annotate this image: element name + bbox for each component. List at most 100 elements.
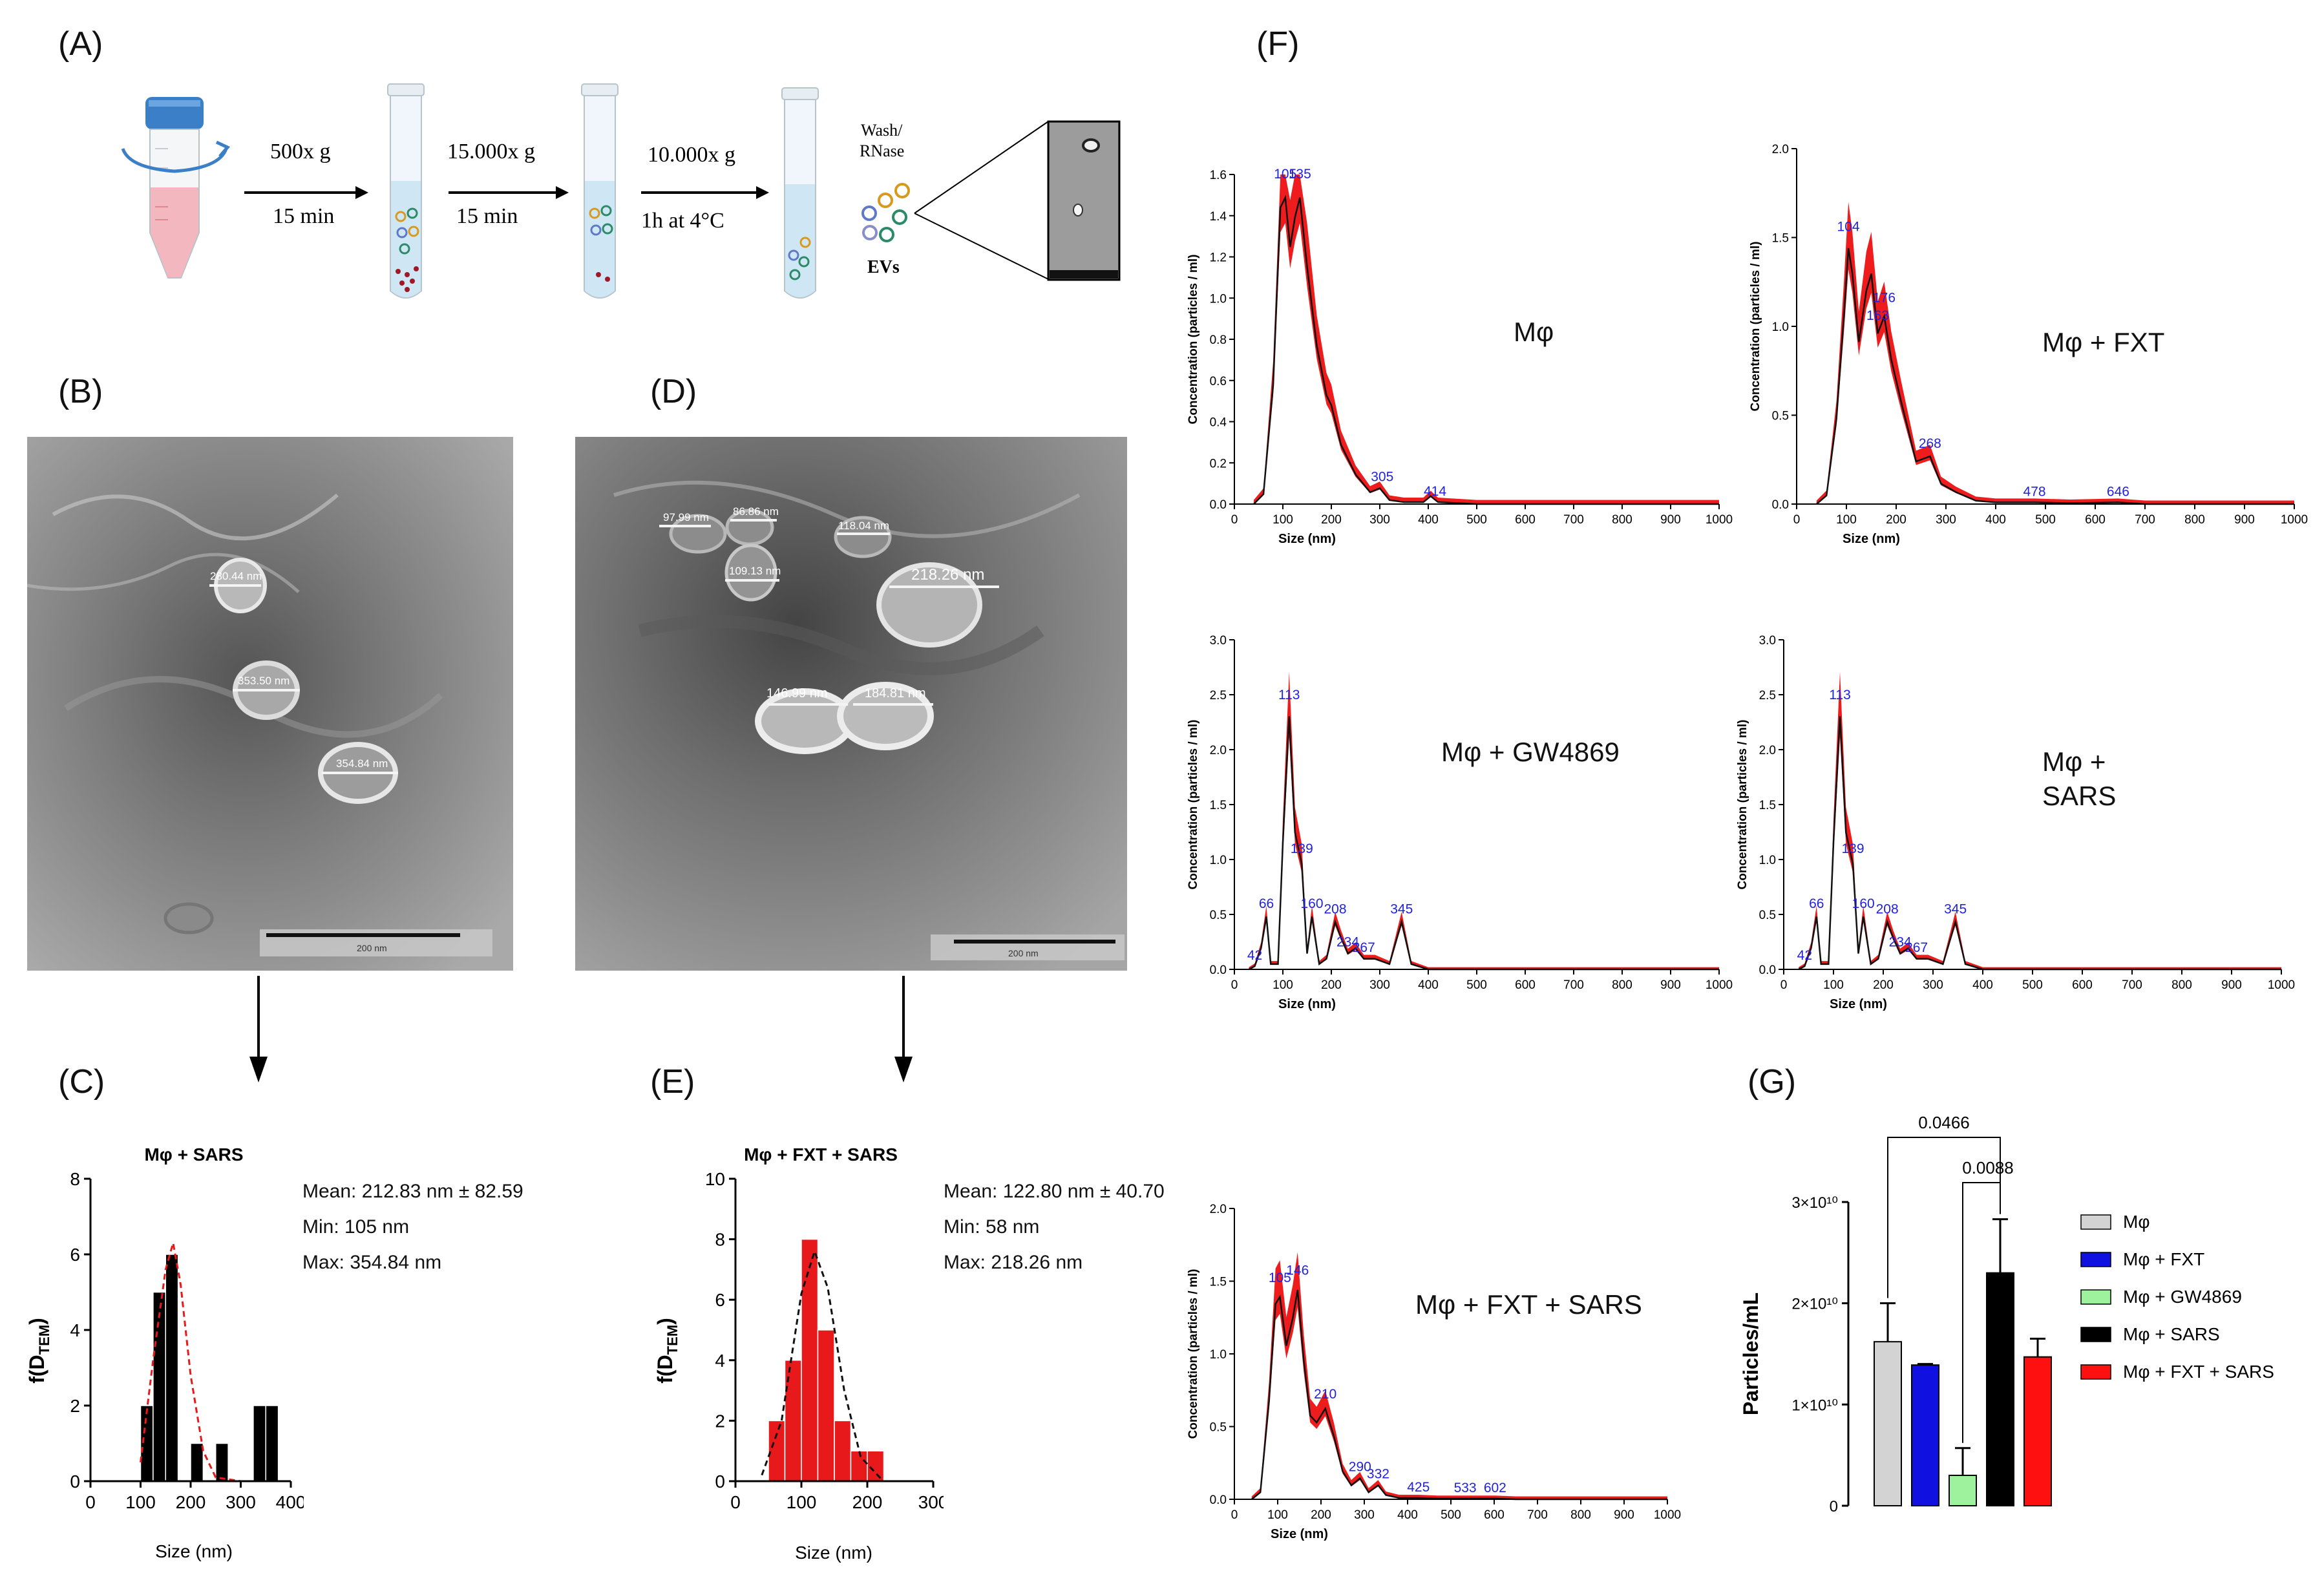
peak-label: 425: [1407, 1480, 1430, 1495]
nta-title-sars-1: Mφ +: [2042, 746, 2106, 777]
peak-label: 113: [1829, 688, 1850, 702]
x-tick-label: 400: [276, 1492, 304, 1512]
x-tick-label: 800: [2171, 978, 2192, 992]
tem-b-label-2: 353.50 nm: [238, 675, 290, 687]
x-tick-label: 500: [2022, 978, 2043, 992]
peak-label: 139: [1291, 841, 1313, 856]
peak-label: 602: [1484, 1481, 1506, 1495]
y-axis-label: Concentration (particles / ml): [1187, 255, 1200, 425]
y-tick-label: 0.5: [1210, 909, 1227, 922]
nta-title-fxt: Mφ + FXT: [2042, 327, 2165, 357]
y-tick-label: 0: [715, 1471, 725, 1492]
ev-cluster-icon: [861, 183, 910, 242]
nta-chart-fxt: 0 100 200 300 400 500 600 700 800 900 1000 0.0 0.5 1.…: [1749, 143, 2308, 546]
x-tick-label: 900: [2234, 513, 2255, 527]
y-tick-label: 2.0: [1210, 1203, 1227, 1216]
peak-label: 646: [2107, 484, 2129, 499]
y-tick-label: 4: [70, 1320, 80, 1340]
legend-swatch: [2080, 1364, 2111, 1380]
x-tick-label: 200: [1321, 978, 1342, 992]
legend-label: Mφ: [2123, 1212, 2150, 1232]
y-tick-label: 0.0: [1759, 964, 1776, 977]
y-tick-label: 2.0: [1759, 744, 1776, 757]
y-tick-label: 0.5: [1210, 1421, 1227, 1435]
x-tick-label: 600: [1515, 978, 1536, 992]
mean-line: [1815, 248, 2294, 505]
tem-d-line-3: [837, 533, 890, 535]
nta-title-sars-2: SARS: [2042, 781, 2117, 811]
x-tick-label: 300: [226, 1492, 256, 1512]
x-tick-label: 300: [1354, 1508, 1375, 1522]
y-tick-label: 1.5: [1759, 799, 1776, 812]
y-tick-label: 0.0: [1210, 964, 1227, 977]
peak-label: 478: [2023, 484, 2046, 499]
hist-e-mean: Mean: 122.80 nm ± 40.70: [944, 1181, 1165, 1202]
error-band: [1254, 174, 1719, 504]
x-tick-label: 100: [1823, 978, 1844, 992]
tem-image-d: 200 nm 97.99 nm 86.86 nm 118.04 nm 109.1…: [575, 437, 1127, 971]
y-tick-label: 4: [715, 1351, 725, 1371]
y-tick-label: 1.0: [1210, 854, 1227, 867]
x-tick-label: 200: [1886, 513, 1907, 527]
panel-label-f: (F): [1256, 25, 1300, 63]
legend-swatch: [2080, 1327, 2111, 1342]
peak-label: 234: [1889, 935, 1912, 950]
tem-d-line-4: [725, 579, 779, 582]
peak-label: 66: [1809, 896, 1824, 911]
peak-label: 208: [1876, 902, 1899, 917]
centrifuge-tube-icon: [121, 97, 231, 279]
tem-b-label-3: 354.84 nm: [336, 757, 388, 770]
hist-e-ylabel: f(DTEM): [653, 1318, 681, 1384]
y-tick-label: 3.0: [1759, 634, 1776, 648]
peak-label: 176: [1873, 291, 1896, 306]
nta-title-mphi: Mφ: [1514, 317, 1554, 347]
panel-label-e: (E): [650, 1063, 695, 1101]
x-tick-label: 100: [1836, 513, 1857, 527]
histogram-bar: [850, 1450, 868, 1482]
peak-label: 345: [1390, 902, 1413, 917]
x-tick-label: 300: [1923, 978, 1943, 992]
peak-label: 163: [1866, 308, 1889, 323]
nta-chart-gw4869: 0 100 200 300 400 500 600 700 800 900 1000 0.0 0.5 1.…: [1187, 634, 1733, 1011]
histogram-bar: [253, 1405, 266, 1482]
x-tick-label: 1000: [1706, 978, 1733, 992]
tem-b-line-3: [322, 772, 398, 774]
y-tick-label: 2.5: [1210, 689, 1227, 702]
mean-line: [1798, 716, 2281, 971]
x-tick-label: 300: [918, 1492, 944, 1512]
tem-d-line-1: [659, 525, 711, 527]
x-tick-label: 700: [1563, 513, 1584, 527]
test-tube-icon: [581, 83, 618, 299]
nta-chart-mphi: 0 100 200 300 400 500 600 700 800 900 1000 0.0 0.2 0.…: [1187, 167, 1733, 546]
x-tick-label: 500: [1441, 1508, 1461, 1522]
x-tick-label: 800: [1612, 513, 1632, 527]
x-tick-label: 500: [1466, 978, 1487, 992]
y-tick-label: 0.0: [1210, 1493, 1227, 1507]
peak-label: 135: [1289, 167, 1311, 182]
x-tick-label: 200: [176, 1492, 206, 1512]
y-tick-label: 2×10¹⁰: [1791, 1296, 1838, 1313]
y-tick-label: 2: [715, 1411, 725, 1431]
x-tick-label: 300: [1936, 513, 1956, 527]
tem-d-label-5: 218.26 nm: [911, 566, 985, 584]
hist-c-title: Mφ + SARS: [144, 1144, 243, 1165]
wash-label: Wash/: [861, 121, 903, 140]
peak-label: 267: [1353, 940, 1375, 955]
histogram-bar: [140, 1405, 154, 1482]
y-tick-label: 8: [715, 1230, 725, 1250]
tem-d-line-5: [889, 585, 999, 588]
peak-label: 305: [1371, 470, 1393, 485]
x-tick-label: 800: [1612, 978, 1632, 992]
y-tick-label: 0: [1830, 1498, 1838, 1515]
x-tick-label: 300: [1369, 978, 1390, 992]
bar: [1911, 1364, 1939, 1506]
p-value-label: 0.0088: [1962, 1158, 2014, 1177]
histogram-bar: [801, 1238, 819, 1482]
test-tube-icon: [387, 83, 425, 299]
peak-label: 345: [1944, 902, 1967, 917]
histogram-bar: [190, 1442, 204, 1482]
panel-label-d: (D): [650, 373, 697, 410]
peak-label: 105: [1274, 167, 1296, 182]
x-tick-label: 800: [2184, 513, 2205, 527]
y-tick-label: 1×10¹⁰: [1791, 1397, 1838, 1414]
